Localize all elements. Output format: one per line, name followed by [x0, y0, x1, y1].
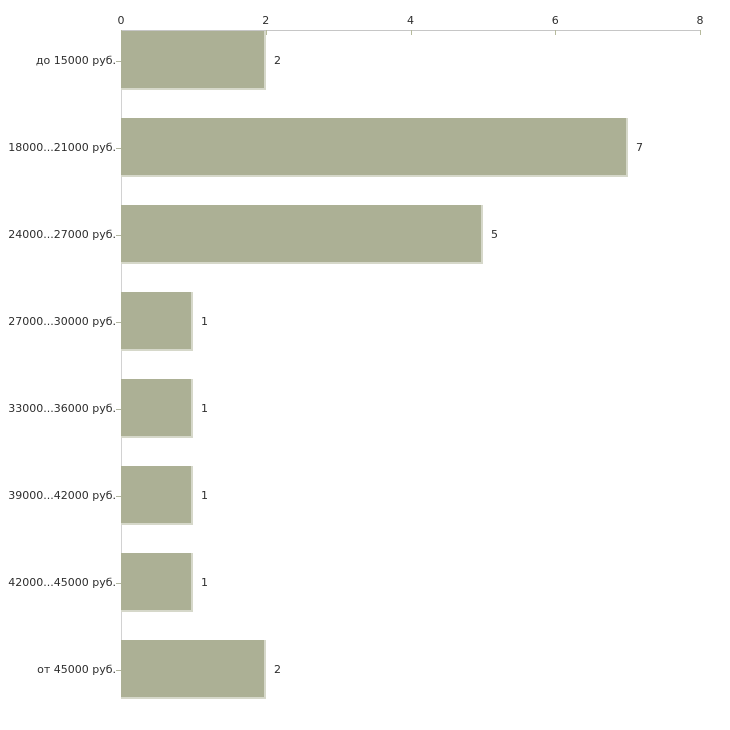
category-label: от 45000 руб. [37, 662, 116, 676]
value-label: 5 [491, 227, 498, 241]
category-label: 42000...45000 руб. [8, 575, 116, 589]
category-label: 39000...42000 руб. [8, 488, 116, 502]
value-label: 2 [274, 662, 281, 676]
x-axis-tick-mark [266, 30, 267, 35]
value-label: 1 [201, 488, 208, 502]
value-label: 2 [274, 53, 281, 67]
category-tick-mark [116, 61, 121, 62]
value-label: 7 [636, 140, 643, 154]
x-axis-tick-label: 6 [551, 14, 559, 27]
category-tick-mark [116, 148, 121, 149]
category-tick-mark [116, 496, 121, 497]
category-label: 27000...30000 руб. [8, 314, 116, 328]
bar [121, 31, 266, 90]
x-axis-tick-label: 2 [262, 14, 270, 27]
bar [121, 466, 193, 525]
bar [121, 379, 193, 438]
x-axis-tick-label: 0 [117, 14, 125, 27]
value-label: 1 [201, 401, 208, 415]
bar [121, 553, 193, 612]
category-label: 33000...36000 руб. [8, 401, 116, 415]
x-axis-tick-mark [555, 30, 556, 35]
bar [121, 205, 483, 264]
bar [121, 640, 266, 699]
value-label: 1 [201, 575, 208, 589]
category-label: 18000...21000 руб. [8, 140, 116, 154]
category-label: 24000...27000 руб. [8, 227, 116, 241]
y-axis-line [121, 30, 122, 699]
category-tick-mark [116, 235, 121, 236]
category-tick-mark [116, 409, 121, 410]
category-tick-mark [116, 322, 121, 323]
x-axis-tick-mark [411, 30, 412, 35]
x-axis-tick-label: 8 [696, 14, 704, 27]
bar [121, 292, 193, 351]
value-label: 1 [201, 314, 208, 328]
category-tick-mark [116, 583, 121, 584]
x-axis-tick-mark [700, 30, 701, 35]
bar [121, 118, 628, 177]
x-axis-tick-label: 4 [407, 14, 414, 27]
category-label: до 15000 руб. [35, 53, 116, 67]
category-tick-mark [116, 670, 121, 671]
